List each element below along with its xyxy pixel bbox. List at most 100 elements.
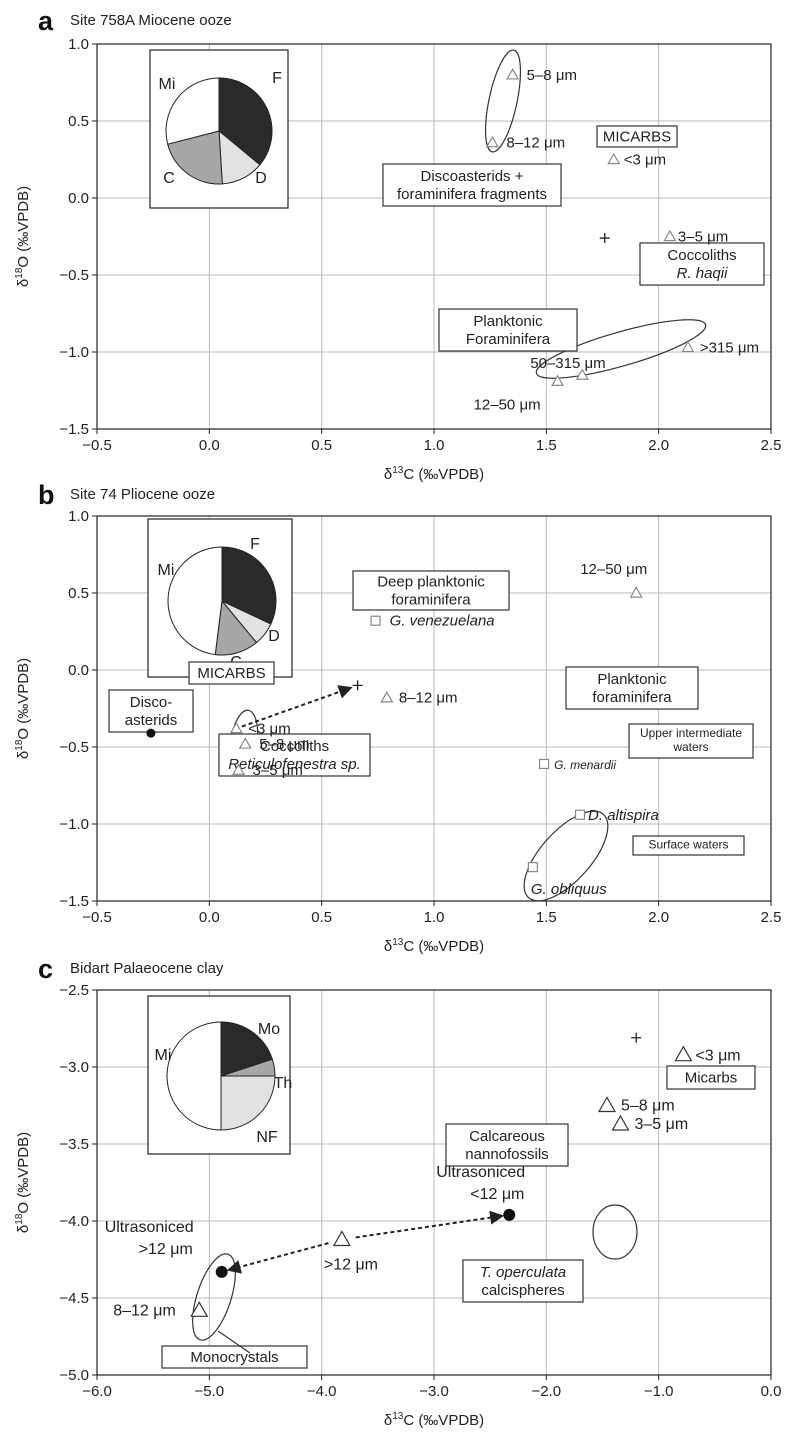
point-label: >12 μm <box>139 1241 193 1258</box>
pie-slice-f <box>221 546 277 625</box>
axis-title: δ18O (‰VPDB) <box>14 1132 32 1233</box>
x-tick-label: 1.5 <box>536 909 557 926</box>
connector-line <box>217 1330 251 1354</box>
axis-title: δ13C (‰VPDB) <box>384 1411 484 1429</box>
x-tick-label: 0.0 <box>199 909 220 926</box>
pie-slice-nf <box>220 1075 276 1131</box>
dot-marker <box>215 1265 228 1278</box>
label-box <box>565 666 699 710</box>
y-tick-label: −2.5 <box>59 982 89 999</box>
box-label: nannofossils <box>465 1146 548 1163</box>
y-tick-label: −0.5 <box>59 739 89 756</box>
group-ellipse <box>592 1204 638 1260</box>
panel-b: b Site 74 Pliocene ooze −0.5 0.0 0.5 1.0 1.5 2.… <box>14 480 781 955</box>
pie-slice-mo <box>220 1021 273 1077</box>
y-tick-label: −4.0 <box>59 1213 89 1230</box>
triangle-marker <box>232 763 246 775</box>
triangle-marker <box>629 586 643 598</box>
point-label: 12–50 μm <box>580 561 647 578</box>
x-tick-label: 2.0 <box>648 909 669 926</box>
box-label: Disco- <box>130 694 173 711</box>
box-label: Coccoliths <box>260 738 329 755</box>
triangle-marker <box>238 737 252 749</box>
y-tick-label: 1.0 <box>68 36 89 53</box>
x-tick-label: −6.0 <box>82 1383 112 1400</box>
square-marker <box>527 862 538 873</box>
x-tick-label: 0.0 <box>761 1383 782 1400</box>
point-label: G. obliquus <box>531 881 607 898</box>
x-tick-label: −4.0 <box>307 1383 337 1400</box>
pie-label-d: D <box>268 628 280 645</box>
square-marker <box>574 809 586 820</box>
pie-label-f: F <box>272 70 282 87</box>
panel-letter: c <box>38 954 53 984</box>
pie-label-mi: Mi <box>158 562 175 579</box>
label-box <box>188 661 275 685</box>
point-label: <12 μm <box>470 1186 524 1203</box>
pie-label-mo: Mo <box>258 1021 280 1038</box>
pie-slice-mi <box>165 77 220 145</box>
x-tick-label: 2.5 <box>761 437 782 454</box>
point-label: >315 μm <box>700 339 759 356</box>
triangle-marker <box>380 691 394 703</box>
pie-label-nf: NF <box>256 1129 278 1146</box>
y-tick-label: 0.5 <box>68 113 89 130</box>
label-box <box>161 1345 308 1369</box>
point-label: 8–12 μm <box>399 690 458 707</box>
square-marker <box>538 758 550 770</box>
pie-slice-c <box>167 130 223 185</box>
triangle-marker <box>229 721 243 734</box>
pie-label-c: C <box>163 170 175 187</box>
pie-label-th: Th <box>274 1075 293 1092</box>
box-label: foraminifera <box>592 689 672 706</box>
label-box <box>666 1065 756 1090</box>
label-box <box>632 835 745 856</box>
box-label: foraminifera <box>391 592 471 609</box>
pie-label-mi: Mi <box>155 1047 172 1064</box>
triangle-marker <box>611 1114 630 1131</box>
point-label: G. menardii <box>554 758 616 772</box>
shift-arrow <box>241 685 353 728</box>
x-tick-label: −1.0 <box>644 1383 674 1400</box>
x-tick-label: 2.5 <box>761 909 782 926</box>
dot-marker <box>503 1208 516 1221</box>
point-label: 3–5 μm <box>678 229 728 246</box>
label-box <box>462 1259 584 1303</box>
box-label: MICARBS <box>197 665 265 682</box>
point-label: 3–5 μm <box>634 1116 688 1133</box>
label-box <box>108 689 194 733</box>
point-label: <3 μm <box>624 152 666 169</box>
y-tick-label: 0.0 <box>68 662 89 679</box>
triangle-marker <box>663 229 677 242</box>
y-tick-label: −4.5 <box>59 1290 89 1307</box>
point-label: <3 μm <box>248 721 290 738</box>
box-label: Calcareous <box>469 1128 545 1145</box>
y-tick-label: −1.0 <box>59 344 89 361</box>
label-box <box>352 570 510 611</box>
point-label: 8–12 μm <box>506 135 565 152</box>
triangle-marker <box>190 1301 209 1317</box>
triangle-marker <box>607 152 621 165</box>
point-label: Ultrasoniced <box>436 1164 525 1181</box>
shift-arrow <box>226 1242 329 1274</box>
box-label: Upper intermediate <box>640 726 742 740</box>
point-label: 50–315 μm <box>530 355 605 372</box>
plot-frame <box>96 515 772 902</box>
box-label: Foraminifera <box>466 331 551 348</box>
triangle-marker <box>506 68 520 80</box>
x-tick-label: 2.0 <box>648 437 669 454</box>
pie-slice-f <box>218 77 273 166</box>
panel-letter: a <box>38 6 54 36</box>
point-label: 3–5 μm <box>253 762 303 779</box>
label-box <box>628 723 754 759</box>
box-label: Reticulofenestra sp. <box>228 756 361 773</box>
box-label: MICARBS <box>603 129 671 146</box>
panel-c: c Bidart Palaeocene clay−6.0 −5.0 −4.0 −3.0−… <box>14 954 781 1429</box>
box-label: Micarbs <box>685 1070 738 1087</box>
pie-label-d: D <box>255 170 267 187</box>
point-label: 12–50 μm <box>474 396 541 413</box>
box-label: Planktonic <box>597 671 667 688</box>
triangle-marker <box>485 135 499 148</box>
point-label: Ultrasoniced <box>105 1219 194 1236</box>
